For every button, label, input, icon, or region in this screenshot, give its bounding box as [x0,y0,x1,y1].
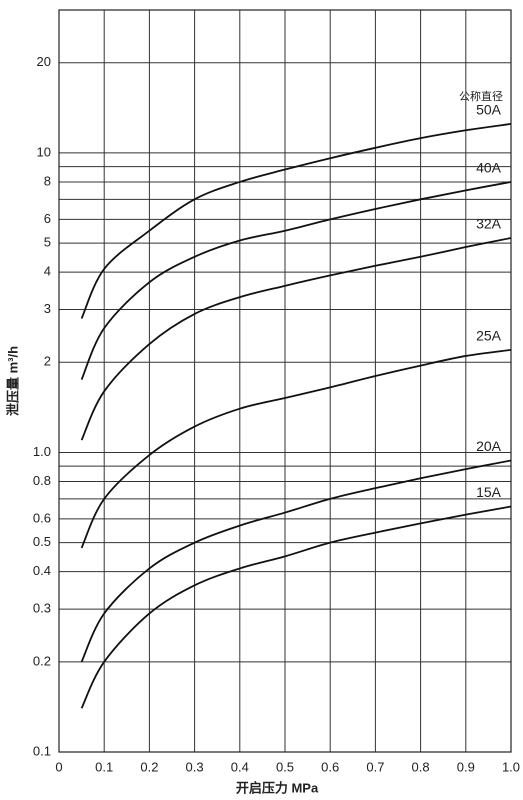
curve [80,122,512,319]
x-tick-label: 0.3 [186,759,204,774]
curve [80,505,512,709]
y-tick-label: 3 [44,301,51,316]
y-tick-label: 2 [44,354,51,369]
y-tick-label: 8 [44,173,51,188]
y-tick-label: 0.6 [33,510,51,525]
curve-label: 40A [476,160,502,176]
legend-title: 公称直径 [459,89,503,103]
y-tick-label: 4 [44,264,51,279]
curve [80,459,512,663]
curve [80,237,512,441]
x-tick-label: 1.0 [502,759,520,774]
curve-label: 50A [476,102,502,118]
y-tick-label: 0.5 [33,534,51,549]
x-tick-label: 0.8 [412,759,430,774]
y-tick-label: 10 [37,144,51,159]
x-tick-label: 0 [55,759,62,774]
y-tick-label: 1.0 [33,444,51,459]
y-tick-label: 0.8 [33,473,51,488]
curve [80,181,512,381]
plot-frame [58,9,512,753]
x-tick-label: 0.5 [276,759,294,774]
y-axis-label: 泄压量 m³/h [5,346,20,416]
curve-label: 25A [476,328,502,344]
curve [80,348,512,549]
y-tick-label: 5 [44,235,51,250]
x-axis-label: 开启压力 MPa [236,780,319,795]
y-tick-label: 20 [37,54,51,69]
y-tick-label: 0.3 [33,601,51,616]
x-tick-label: 0.9 [457,759,475,774]
curve-label: 20A [476,438,502,454]
x-tick-label: 0.1 [95,759,113,774]
y-tick-label: 6 [44,211,51,226]
y-tick-label: 0.2 [33,653,51,668]
curve-label: 32A [476,216,502,232]
y-tick-label: 0.1 [33,743,51,758]
curve-label: 15A [476,484,502,500]
y-tick-label: 0.4 [33,563,51,578]
x-tick-label: 0.6 [321,759,339,774]
x-tick-label: 0.4 [231,759,249,774]
x-tick-label: 0.7 [366,759,384,774]
x-tick-label: 0.2 [140,759,158,774]
